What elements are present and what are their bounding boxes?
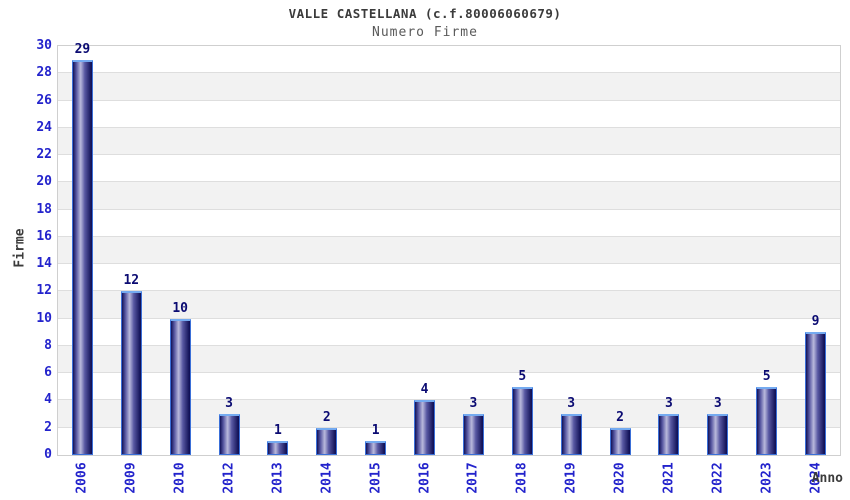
y-tick-12: 12 xyxy=(36,283,52,299)
chart-title: VALLE CASTELLANA (c.f.80006060679) xyxy=(288,6,562,21)
y-tick-0: 0 xyxy=(44,447,52,462)
bar-2006 xyxy=(71,59,93,455)
bar-2024 xyxy=(805,332,827,455)
bar-2022 xyxy=(707,414,729,455)
gridline xyxy=(58,181,840,183)
x-tick-2012: 2012 xyxy=(221,462,237,494)
bar-value-2024: 9 xyxy=(811,314,820,330)
bar-value-2022: 3 xyxy=(713,396,722,412)
gridline xyxy=(58,72,840,74)
y-tick-26: 26 xyxy=(36,92,52,108)
x-tick-2013: 2013 xyxy=(270,462,286,494)
bar-value-2015: 1 xyxy=(371,423,380,439)
x-tick-2019: 2019 xyxy=(563,462,579,494)
grid-band xyxy=(58,264,840,292)
gridline xyxy=(58,208,840,210)
bar-value-2020: 2 xyxy=(616,409,624,425)
y-tick-24: 24 xyxy=(36,119,52,135)
x-tick-2009: 2009 xyxy=(123,462,139,494)
bar-value-2017: 3 xyxy=(469,396,478,412)
x-tick-2014: 2014 xyxy=(319,462,335,494)
gridline xyxy=(58,399,840,401)
bar-2014 xyxy=(316,427,338,455)
grid-band xyxy=(58,127,840,156)
bar-2018 xyxy=(511,386,533,455)
y-tick-14: 14 xyxy=(36,256,52,272)
y-tick-18: 18 xyxy=(36,201,52,217)
plot-area: 29 12 10 3 1 2 1 4 3 5 3 2 3 3 5 9 xyxy=(57,41,841,456)
bar-value-2010: 10 xyxy=(172,300,189,316)
y-tick-16: 16 xyxy=(36,228,52,244)
bar-2020 xyxy=(609,427,631,455)
x-tick-2016: 2016 xyxy=(417,462,433,494)
x-tick-2018: 2018 xyxy=(514,462,530,494)
chart-subtitle: Numero Firme xyxy=(372,25,478,40)
grid-band xyxy=(58,236,840,265)
bar-value-2009: 12 xyxy=(123,273,140,289)
y-tick-10: 10 xyxy=(36,310,52,326)
x-tick-2021: 2021 xyxy=(661,462,677,494)
y-tick-30: 30 xyxy=(36,38,52,53)
gridline xyxy=(58,126,840,128)
x-tick-2017: 2017 xyxy=(465,462,481,494)
bar-value-2019: 3 xyxy=(567,396,576,412)
x-tick-2010: 2010 xyxy=(172,462,188,494)
gridline xyxy=(58,317,840,319)
bar-2016 xyxy=(414,400,436,455)
gridline xyxy=(58,99,840,101)
grid-band xyxy=(58,291,840,319)
gridline xyxy=(58,344,840,346)
bar-value-2014: 2 xyxy=(322,409,331,425)
gridline xyxy=(58,235,840,237)
x-tick-2020: 2020 xyxy=(612,462,628,494)
bar-value-2023: 5 xyxy=(762,368,771,384)
bar-value-2013: 1 xyxy=(274,423,282,439)
bar-value-2012: 3 xyxy=(225,396,233,412)
y-tick-28: 28 xyxy=(36,65,52,81)
gridline xyxy=(58,426,840,428)
grid-band xyxy=(58,73,840,101)
gridline xyxy=(58,290,840,292)
grid-band xyxy=(58,209,840,237)
gridline xyxy=(58,372,840,374)
gridline xyxy=(58,263,840,265)
bar-2019 xyxy=(560,414,582,455)
bar-2010 xyxy=(169,318,191,455)
y-tick-20: 20 xyxy=(36,174,52,190)
bar-value-2021: 3 xyxy=(665,396,673,412)
y-tick-6: 6 xyxy=(44,365,52,381)
bar-value-2018: 5 xyxy=(518,368,527,384)
x-tick-2022: 2022 xyxy=(710,462,726,494)
x-axis-title: Anno xyxy=(811,471,843,486)
bar-2023 xyxy=(756,386,778,455)
bar-2015 xyxy=(365,441,387,455)
bar-value-2006: 29 xyxy=(74,41,91,57)
y-tick-2: 2 xyxy=(44,419,52,435)
grid-band xyxy=(58,46,840,74)
y-tick-4: 4 xyxy=(44,392,52,408)
y-tick-8: 8 xyxy=(44,337,52,353)
y-tick-22: 22 xyxy=(36,147,52,163)
gridline xyxy=(58,154,840,156)
bar-2013 xyxy=(267,441,289,455)
x-tick-2015: 2015 xyxy=(368,462,384,494)
bar-2021 xyxy=(658,414,680,455)
x-tick-2006: 2006 xyxy=(74,462,90,494)
bar-2017 xyxy=(462,414,484,455)
bar-value-2016: 4 xyxy=(420,382,429,398)
grid-band xyxy=(58,182,840,210)
bar-2012 xyxy=(218,414,240,455)
grid-band xyxy=(58,155,840,183)
bar-2009 xyxy=(120,291,142,455)
x-tick-2023: 2023 xyxy=(759,462,775,494)
grid-band xyxy=(58,100,840,128)
